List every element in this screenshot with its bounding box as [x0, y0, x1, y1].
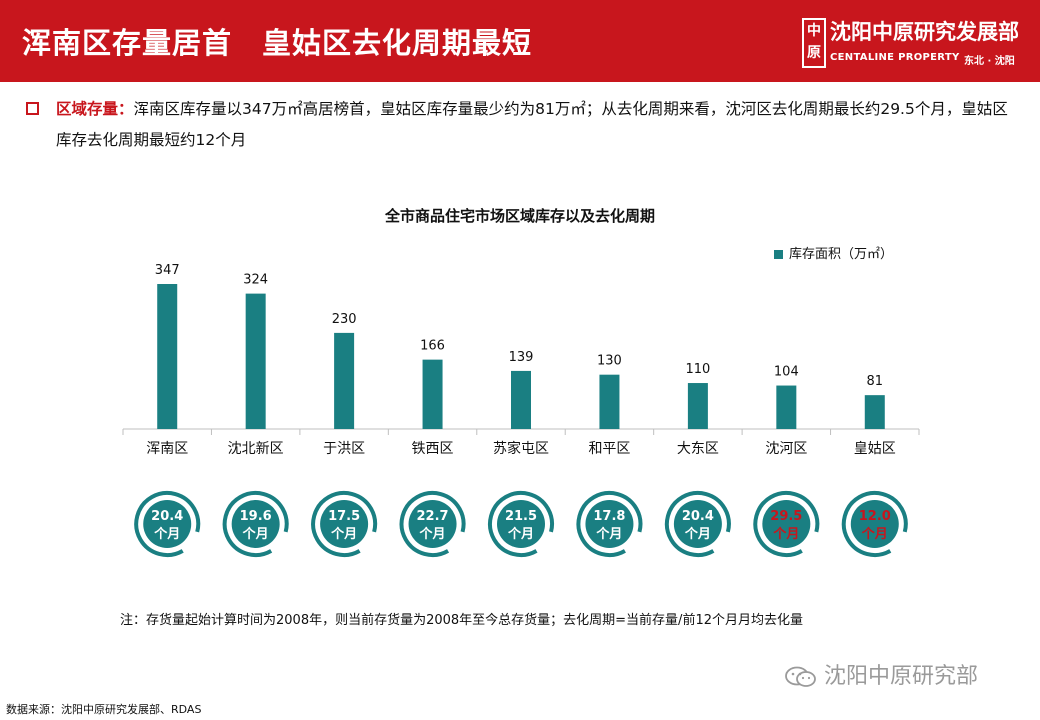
page-title: 浑南区存量居首 皇姑区去化周期最短	[22, 26, 533, 60]
cycle-badge	[231, 500, 280, 548]
bullet-square-icon	[26, 102, 39, 115]
data-label: 347	[155, 263, 180, 278]
cycle-value: 22.7	[417, 509, 449, 524]
header-bar: 浑南区存量居首 皇姑区去化周期最短 中原 沈阳中原研究发展部 CENTALINE…	[0, 0, 1040, 82]
footnote: 注：存货量起始计算时间为2008年，则当前存货量为2008年至今总存货量；去化周…	[120, 613, 803, 628]
logo-city: 东北 · 沈阳	[964, 56, 1015, 67]
bar-1	[157, 284, 178, 429]
bar-6	[599, 374, 620, 429]
bar-4	[422, 359, 443, 429]
logo-name: 沈阳中原研究发展部	[830, 20, 1019, 44]
data-source: 数据来源：沈阳中原研究发展部、RDAS	[6, 703, 202, 716]
cycle-value: 19.6	[240, 509, 272, 524]
chart-legend: 库存面积（万㎡）	[774, 243, 893, 262]
cycle-value: 29.5	[770, 509, 802, 524]
category-label: 浑南区	[146, 441, 188, 457]
summary-label: 区域存量：	[56, 100, 134, 118]
category-label: 沈河区	[765, 441, 807, 457]
category-label: 于洪区	[323, 441, 365, 457]
data-label: 139	[509, 350, 534, 365]
summary-body: 浑南区库存量以347万㎡高居榜首，皇姑区库存量最少约为81万㎡；从去化周期来看，…	[56, 100, 1008, 149]
cycle-unit: 个月	[330, 526, 357, 542]
data-label: 230	[332, 312, 357, 327]
cycle-badge	[408, 500, 457, 548]
bar-3	[334, 332, 355, 429]
cycle-unit: 个月	[772, 526, 799, 542]
logo-mark: 中原	[802, 18, 826, 68]
legend-label: 库存面积（万㎡）	[789, 247, 894, 262]
cycle-value: 12.0	[859, 509, 891, 524]
cycle-value: 20.4	[151, 509, 183, 524]
cycle-unit: 个月	[595, 526, 622, 542]
watermark-text: 沈阳中原研究部	[824, 664, 979, 689]
cycle-unit: 个月	[419, 526, 446, 542]
category-label: 和平区	[588, 441, 630, 457]
category-label: 铁西区	[412, 441, 454, 457]
chart-title: 全市商品住宅市场区域库存以及去化周期	[384, 207, 655, 225]
summary-text: 区域存量：浑南区库存量以347万㎡高居榜首，皇姑区库存量最少约为81万㎡；从去化…	[56, 94, 1021, 156]
cycle-value: 17.8	[593, 509, 625, 524]
cycle-badge	[850, 500, 899, 548]
legend-swatch	[774, 250, 783, 259]
wechat-icon	[785, 666, 816, 687]
cycle-badge	[673, 500, 722, 548]
bar-5	[511, 370, 531, 429]
cycle-value: 20.4	[682, 509, 714, 524]
cycle-badge	[585, 500, 634, 548]
data-label: 81	[867, 374, 884, 389]
cycle-value: 21.5	[505, 509, 537, 524]
cycle-unit: 个月	[242, 526, 269, 542]
category-label: 大东区	[677, 441, 719, 457]
bar-9	[864, 395, 885, 429]
data-label: 166	[420, 339, 445, 354]
data-label: 324	[243, 273, 268, 288]
bar-8	[776, 385, 797, 429]
cycle-unit: 个月	[153, 526, 180, 542]
bar-chart: 347 浑南区 20.4 个月 324 沈北新区 19.6 个月 230 于洪区 17.5 个月 166…	[122, 263, 920, 557]
data-label: 130	[597, 354, 622, 369]
cycle-badge	[497, 500, 545, 548]
cycle-badge	[143, 500, 192, 548]
category-label: 皇姑区	[854, 441, 896, 457]
category-label: 沈北新区	[228, 441, 284, 457]
data-label: 104	[774, 365, 799, 380]
cycle-badge	[320, 500, 369, 548]
bar-7	[687, 383, 708, 429]
category-label: 苏家屯区	[493, 440, 549, 457]
cycle-unit: 个月	[861, 526, 888, 542]
bar-2	[245, 293, 266, 429]
cycle-badge	[762, 500, 811, 548]
logo-english-name: CENTALINE PROPERTY	[830, 52, 960, 63]
cycle-unit: 个月	[684, 526, 711, 542]
watermark: 沈阳中原研究部	[784, 658, 978, 690]
cycle-unit: 个月	[507, 526, 534, 542]
data-label: 110	[685, 362, 710, 377]
company-logo: 中原 沈阳中原研究发展部 CENTALINE PROPERTY 东北 · 沈阳	[802, 16, 1032, 72]
cycle-value: 17.5	[328, 509, 360, 524]
